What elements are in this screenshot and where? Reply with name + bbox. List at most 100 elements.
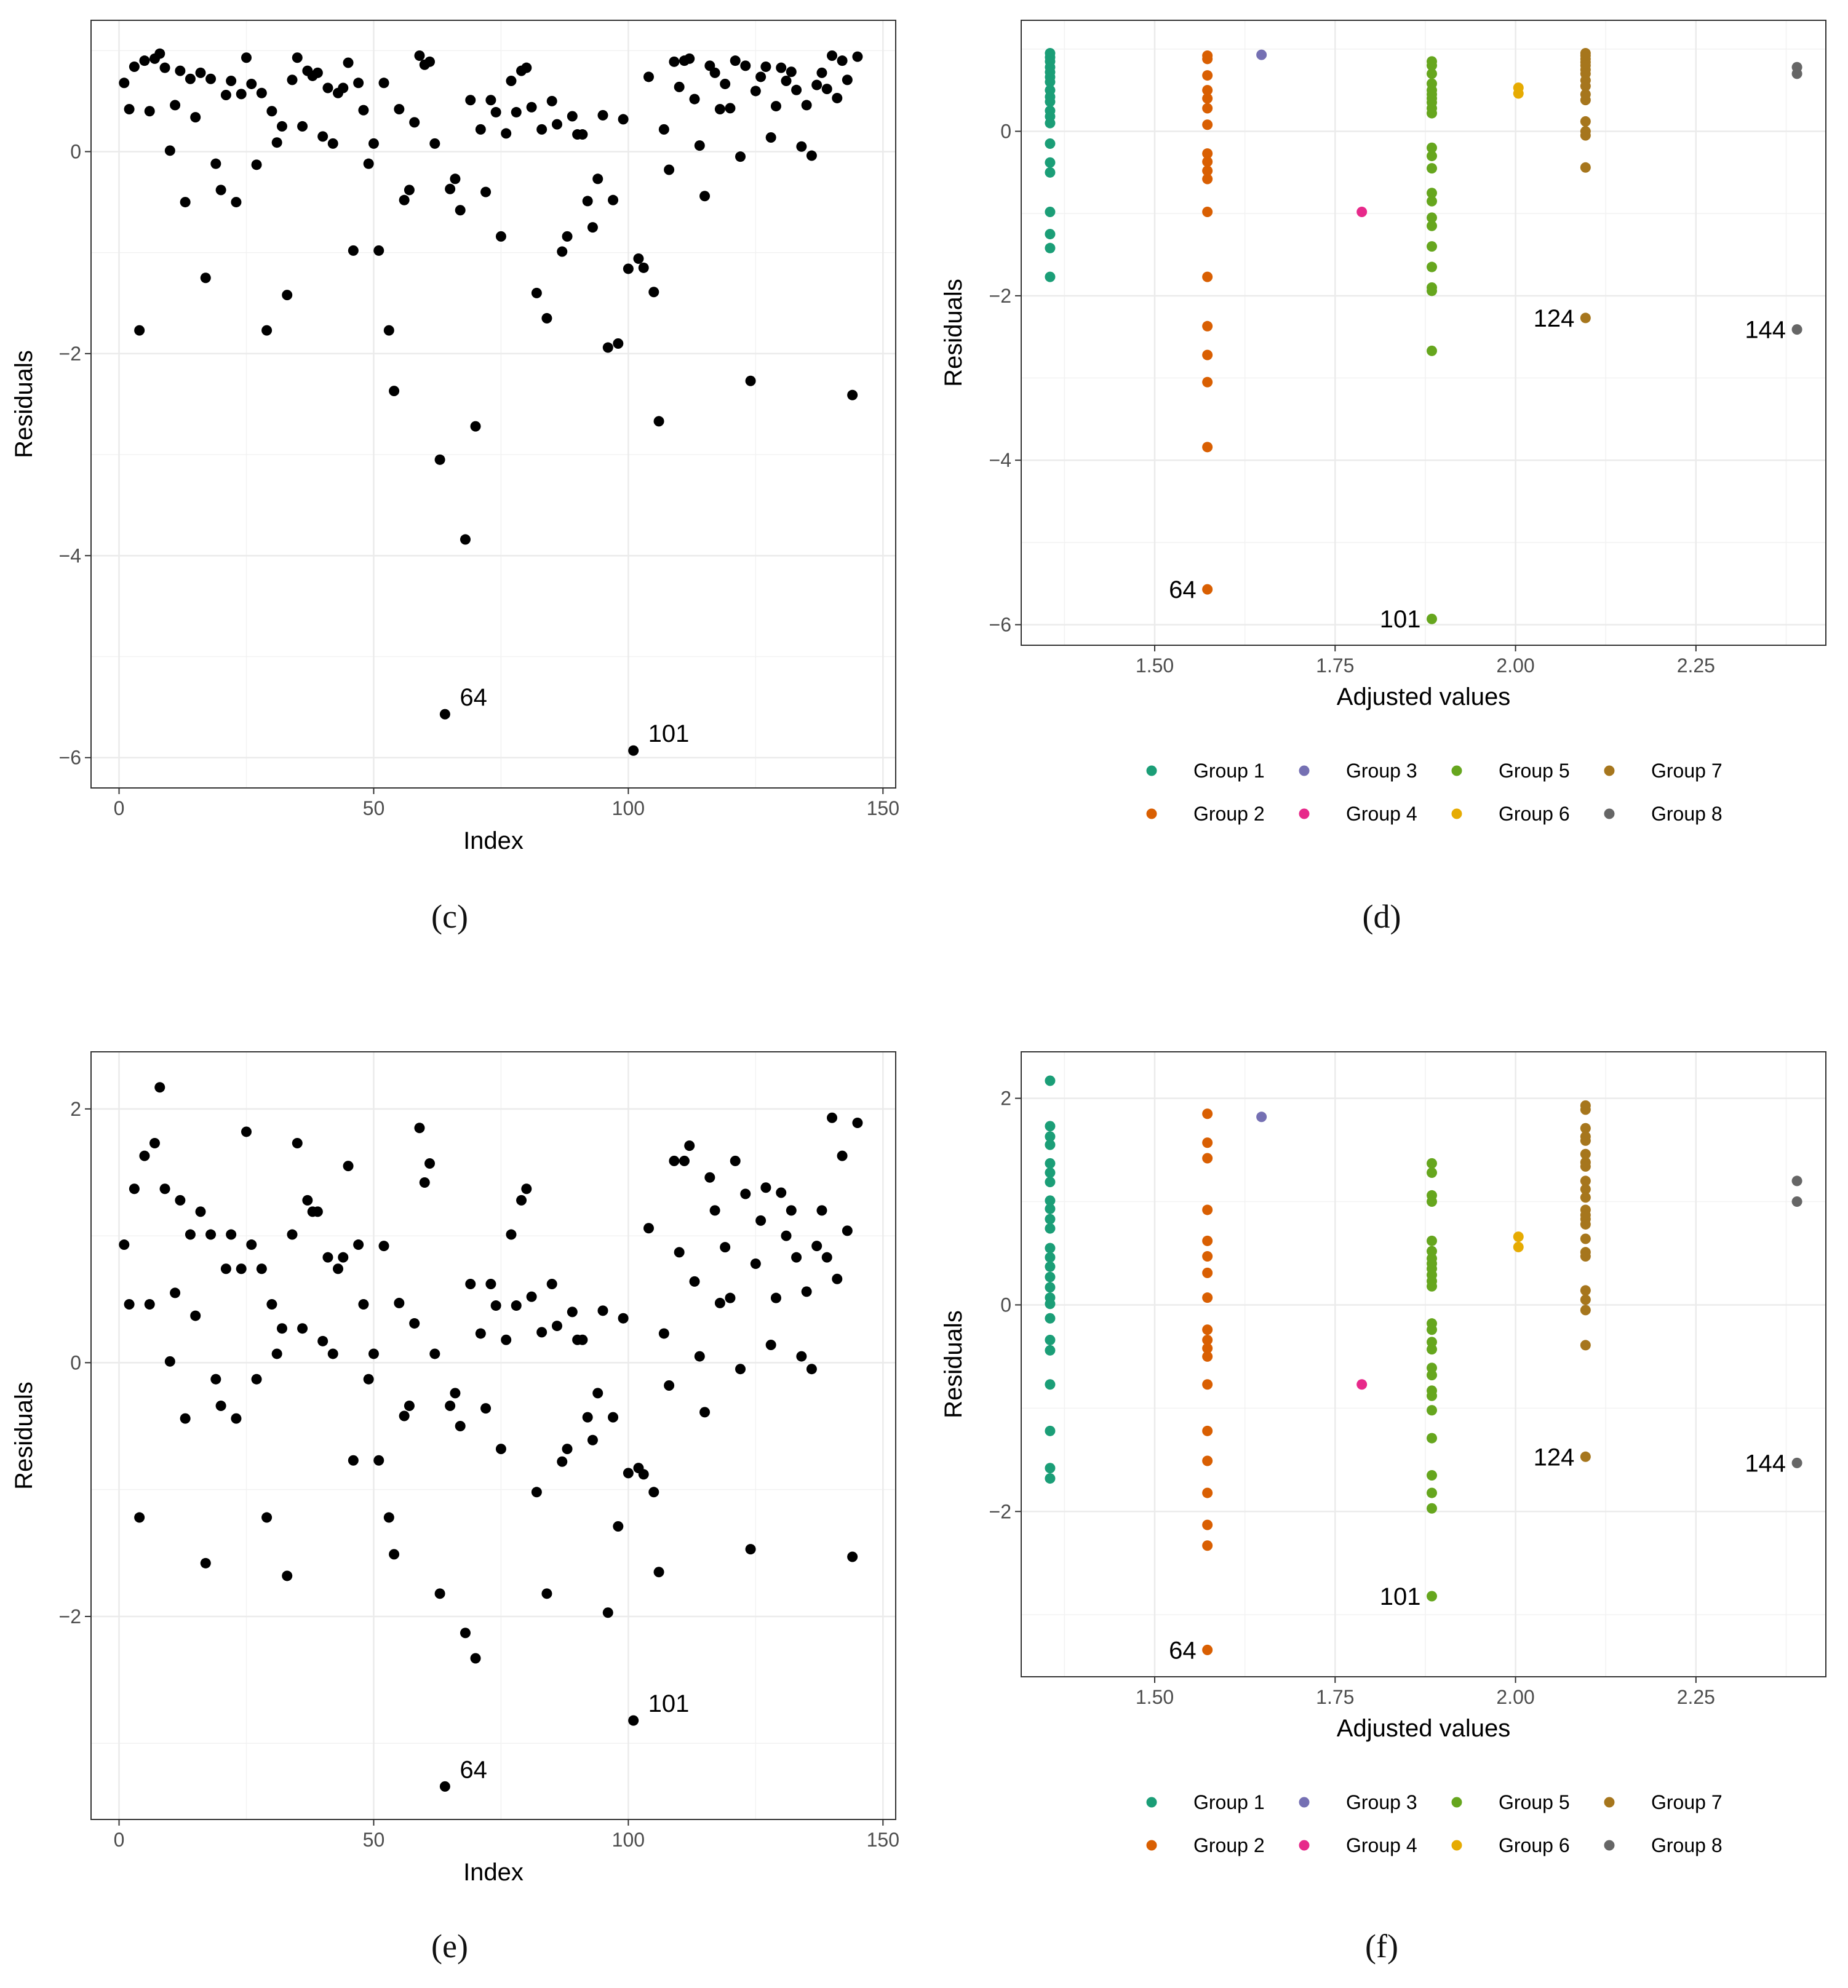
data-point <box>546 95 557 106</box>
data-point <box>735 1364 746 1375</box>
data-point <box>170 1287 181 1298</box>
data-point <box>562 231 573 242</box>
data-point <box>608 1412 619 1423</box>
data-point <box>821 84 832 95</box>
x-axis-label: Adjusted values <box>1337 683 1510 710</box>
data-point-group-2 <box>1202 1235 1213 1246</box>
data-point <box>338 1252 349 1263</box>
data-point <box>439 1781 450 1792</box>
data-point-group-8 <box>1791 1457 1802 1468</box>
data-point <box>720 1242 731 1253</box>
data-point <box>149 1138 160 1149</box>
data-point-group-7 <box>1580 1451 1591 1462</box>
x-tick-label: 150 <box>867 1829 899 1851</box>
data-point-group-2 <box>1202 165 1213 177</box>
data-point <box>821 1252 832 1263</box>
data-point <box>531 287 542 298</box>
data-point-group-2 <box>1202 1540 1213 1551</box>
data-point <box>327 1348 338 1359</box>
legend-label-group-8: Group 8 <box>1651 1834 1723 1856</box>
data-point <box>205 73 217 84</box>
data-point <box>495 231 506 242</box>
data-point-group-5 <box>1426 345 1437 356</box>
data-point <box>455 1421 466 1432</box>
data-point <box>231 197 242 208</box>
data-point <box>760 1182 771 1193</box>
data-point <box>256 1263 267 1274</box>
data-point <box>776 62 787 73</box>
data-point-group-1 <box>1045 1195 1056 1206</box>
data-point <box>541 312 552 324</box>
data-point-group-2 <box>1202 70 1213 81</box>
data-point <box>511 106 522 117</box>
data-point <box>348 1455 359 1466</box>
data-point-group-2 <box>1202 173 1213 185</box>
data-point-group-1 <box>1045 1203 1056 1214</box>
data-point <box>139 55 150 66</box>
data-point-group-1 <box>1045 1242 1056 1254</box>
data-point <box>521 1183 532 1195</box>
legend-label-group-6: Group 6 <box>1499 803 1570 825</box>
data-point-group-1 <box>1045 138 1056 149</box>
point-annotation: 101 <box>1380 1583 1421 1610</box>
data-point-group-2 <box>1202 1487 1213 1498</box>
legend-label-group-4: Group 4 <box>1346 803 1417 825</box>
data-point-group-7 <box>1580 1305 1591 1316</box>
y-tick-label: −2 <box>59 343 81 365</box>
data-point <box>394 104 405 115</box>
data-point-group-2 <box>1202 271 1213 282</box>
data-point <box>684 1140 695 1151</box>
data-point-group-2 <box>1202 1137 1213 1148</box>
data-point <box>424 56 436 67</box>
data-point-group-1 <box>1045 1335 1056 1346</box>
data-point <box>246 78 257 89</box>
legend-label-group-5: Group 5 <box>1499 1791 1570 1813</box>
legend-key-group-4 <box>1299 808 1310 819</box>
data-point <box>755 71 767 82</box>
data-point <box>618 114 629 125</box>
data-point <box>760 62 771 73</box>
data-point <box>363 158 374 169</box>
legend-label-group-2: Group 2 <box>1193 1834 1265 1856</box>
data-point <box>450 173 461 185</box>
data-point <box>602 342 613 353</box>
data-point <box>750 1258 761 1269</box>
data-point-group-2 <box>1202 119 1213 130</box>
data-point-group-2 <box>1202 1153 1213 1164</box>
data-point <box>368 138 379 149</box>
data-point <box>811 1241 822 1252</box>
data-point <box>251 1374 262 1385</box>
data-point <box>327 138 338 149</box>
data-point <box>699 1407 711 1418</box>
data-point <box>251 159 262 170</box>
data-point <box>409 1318 420 1329</box>
data-point <box>154 48 165 59</box>
data-point <box>796 141 807 152</box>
point-annotation: 64 <box>1169 576 1197 603</box>
y-tick-label: −4 <box>989 449 1011 471</box>
data-point <box>770 1292 781 1303</box>
data-point <box>261 325 273 336</box>
data-point <box>144 1298 155 1310</box>
x-tick-label: 2.25 <box>1677 654 1715 677</box>
data-point-group-5 <box>1426 285 1437 296</box>
x-axis-label: Index <box>463 827 524 854</box>
data-point <box>679 1155 690 1166</box>
data-point-group-1 <box>1045 1252 1056 1263</box>
data-point <box>628 745 639 756</box>
data-point <box>460 534 471 545</box>
data-point <box>312 1206 323 1217</box>
data-point <box>485 95 496 106</box>
legend-label-group-2: Group 2 <box>1193 803 1265 825</box>
data-point-group-6 <box>1513 1231 1524 1242</box>
y-tick-label: −6 <box>59 747 81 769</box>
data-point <box>628 1715 639 1726</box>
x-tick-label: 100 <box>612 1829 645 1851</box>
chart-e: 0 50 100 150 −2 0 2 Index Residuals 64 101 <box>10 1051 899 1886</box>
data-point-group-7 <box>1580 81 1591 92</box>
data-point <box>429 1348 440 1359</box>
x-axis-label: Adjusted values <box>1337 1715 1510 1742</box>
data-point <box>623 263 634 274</box>
data-point <box>730 1155 741 1166</box>
